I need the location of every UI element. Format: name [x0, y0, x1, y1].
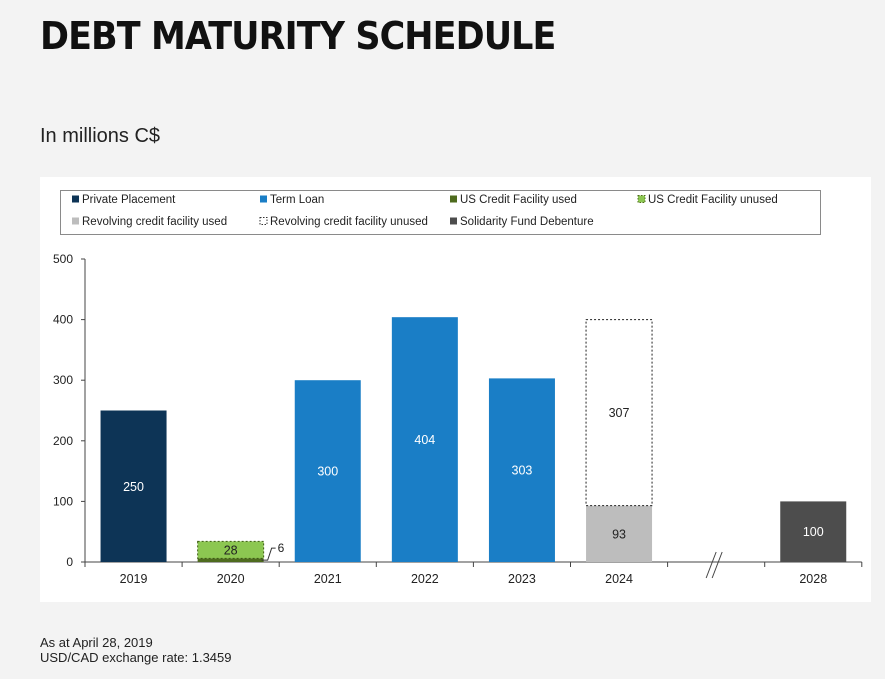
legend-label-revolving-used: Revolving credit facility used: [82, 216, 227, 228]
x-tick-label: 2021: [314, 572, 342, 586]
debt-maturity-chart: Private Placement Term Loan US Credit Faci…: [53, 190, 863, 586]
footnote: As at April 28, 2019 USD/CAD exchange ra…: [40, 635, 232, 665]
legend-swatch-us-unused: [637, 195, 646, 203]
axis-break-mark: [705, 551, 717, 579]
x-tick-label: 2023: [508, 572, 536, 586]
y-tick-label: 300: [53, 373, 73, 387]
data-label-2024: 307: [609, 406, 630, 420]
data-label-2020: 28: [224, 543, 238, 557]
data-label-2019: 250: [123, 480, 144, 494]
bar-term-loan-2022: [391, 317, 458, 562]
data-label-2020-callout: 6: [278, 541, 285, 555]
chart-panel: Private Placement Term Loan US Credit Faci…: [40, 177, 871, 602]
bar-term-loan-2023: [488, 378, 555, 562]
legend-swatch-term-loan: [260, 195, 267, 203]
data-label-2028: 100: [803, 525, 824, 539]
legend-label-private-placement: Private Placement: [82, 194, 176, 206]
page-title: DEBT MATURITY SCHEDULE: [40, 14, 556, 58]
legend-swatch-solidarity: [450, 217, 457, 225]
x-tick-label: 2020: [217, 572, 245, 586]
footnote-exchange-rate: USD/CAD exchange rate: 1.3459: [40, 650, 232, 665]
legend-label-us-unused: US Credit Facility unused: [648, 194, 778, 206]
bar-us-unused-2020: [197, 540, 265, 559]
data-label-2023: 303: [512, 464, 533, 478]
x-tick-label: 2019: [120, 572, 148, 586]
legend-box: [60, 190, 821, 235]
legend-swatch-us-used: [450, 195, 457, 203]
bar-term-loan-2021: [294, 380, 361, 562]
legend-label-us-used: US Credit Facility used: [460, 194, 577, 206]
footnote-date: As at April 28, 2019: [40, 635, 153, 650]
bar-solidarity-2028: [780, 501, 847, 562]
data-label-2021: 300: [317, 465, 338, 479]
legend-swatch-private-placement: [72, 195, 79, 203]
y-tick-label: 100: [53, 494, 73, 508]
legend-label-solidarity: Solidarity Fund Debenture: [460, 216, 594, 228]
data-label-leader-line: [261, 547, 276, 561]
data-label-2024: 93: [612, 527, 626, 541]
y-tick-label: 500: [53, 252, 73, 266]
bar-us-used-2020: [197, 558, 264, 562]
bar-private-placement-2019: [100, 410, 167, 562]
x-tick-label: 2028: [799, 572, 827, 586]
data-label-2022: 404: [414, 433, 435, 447]
y-tick-label: 200: [53, 434, 73, 448]
legend-label-term-loan: Term Loan: [270, 194, 324, 206]
bar-revolving-used-2024: [586, 505, 653, 562]
legend-label-revolving-unused: Revolving credit facility unused: [270, 216, 428, 228]
x-tick-label: 2024: [605, 572, 633, 586]
bar-revolving-unused-2024: [585, 319, 653, 507]
axis-break-mark: [711, 551, 723, 579]
chart-units-subtitle: In millions C$: [40, 125, 161, 147]
x-tick-label: 2022: [411, 572, 439, 586]
legend-swatch-revolving-used: [72, 217, 79, 225]
y-tick-label: 400: [53, 313, 73, 327]
legend-swatch-revolving-unused: [259, 217, 268, 225]
y-tick-label: 0: [66, 555, 73, 569]
